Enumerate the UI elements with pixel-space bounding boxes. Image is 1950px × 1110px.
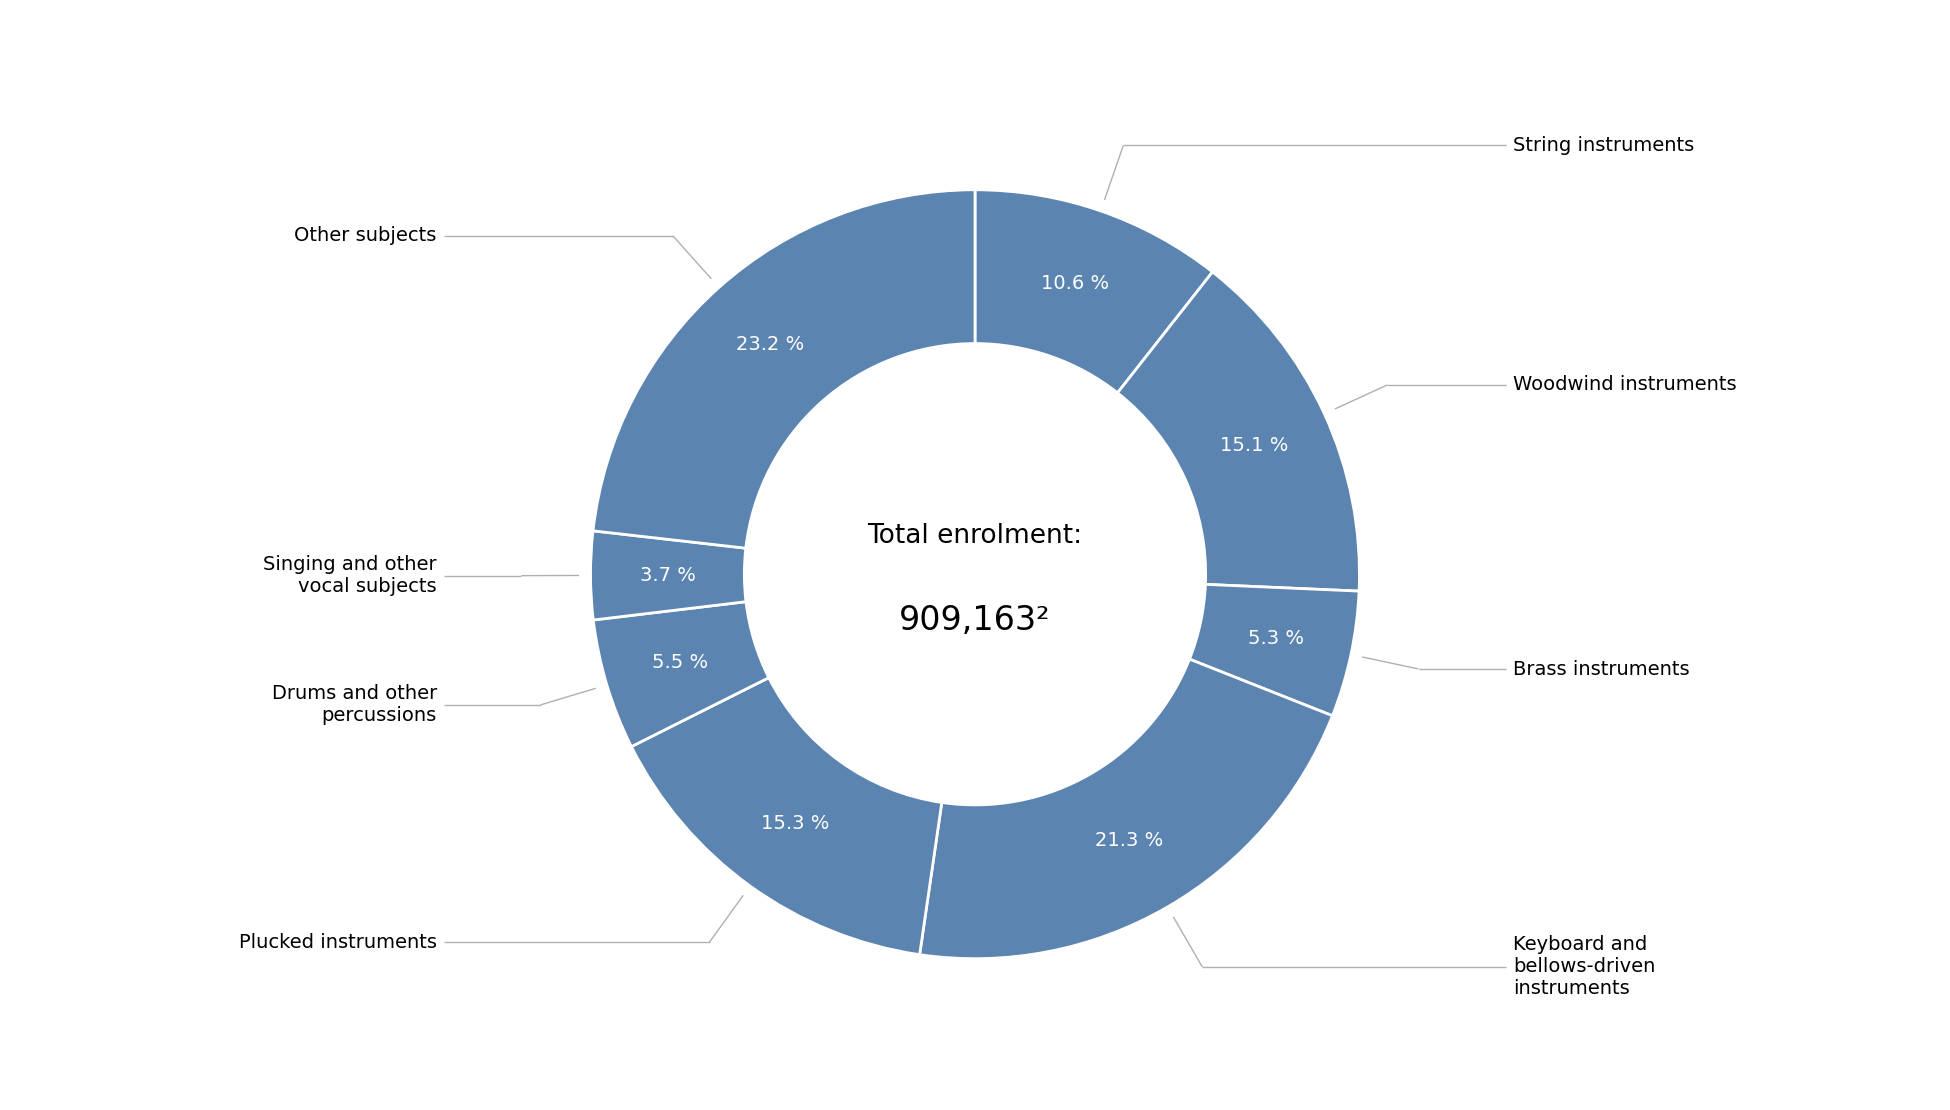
Text: String instruments: String instruments [1513, 137, 1695, 155]
Text: 5.3 %: 5.3 % [1248, 629, 1305, 648]
Wedge shape [593, 602, 768, 747]
Text: 21.3 %: 21.3 % [1096, 831, 1164, 850]
Wedge shape [632, 677, 942, 955]
Wedge shape [593, 190, 975, 548]
Text: 5.5 %: 5.5 % [653, 654, 708, 673]
Text: 3.7 %: 3.7 % [640, 566, 696, 585]
Wedge shape [591, 531, 747, 620]
Wedge shape [1190, 584, 1359, 716]
Wedge shape [1117, 272, 1359, 592]
Text: 15.1 %: 15.1 % [1221, 436, 1289, 455]
Text: Woodwind instruments: Woodwind instruments [1513, 375, 1737, 394]
Text: Drums and other
percussions: Drums and other percussions [271, 685, 437, 726]
Text: Singing and other
vocal subjects: Singing and other vocal subjects [263, 555, 437, 596]
Text: Other subjects: Other subjects [294, 226, 437, 245]
Text: 10.6 %: 10.6 % [1041, 274, 1110, 293]
Text: Plucked instruments: Plucked instruments [238, 932, 437, 951]
Wedge shape [975, 190, 1213, 393]
Text: 23.2 %: 23.2 % [735, 335, 803, 354]
Text: Total enrolment:: Total enrolment: [868, 523, 1082, 548]
Text: Brass instruments: Brass instruments [1513, 659, 1691, 678]
Text: Keyboard and
bellows-driven
instruments: Keyboard and bellows-driven instruments [1513, 936, 1656, 998]
Wedge shape [920, 659, 1332, 959]
Text: 15.3 %: 15.3 % [760, 814, 829, 834]
Text: 909,163²: 909,163² [899, 604, 1051, 637]
